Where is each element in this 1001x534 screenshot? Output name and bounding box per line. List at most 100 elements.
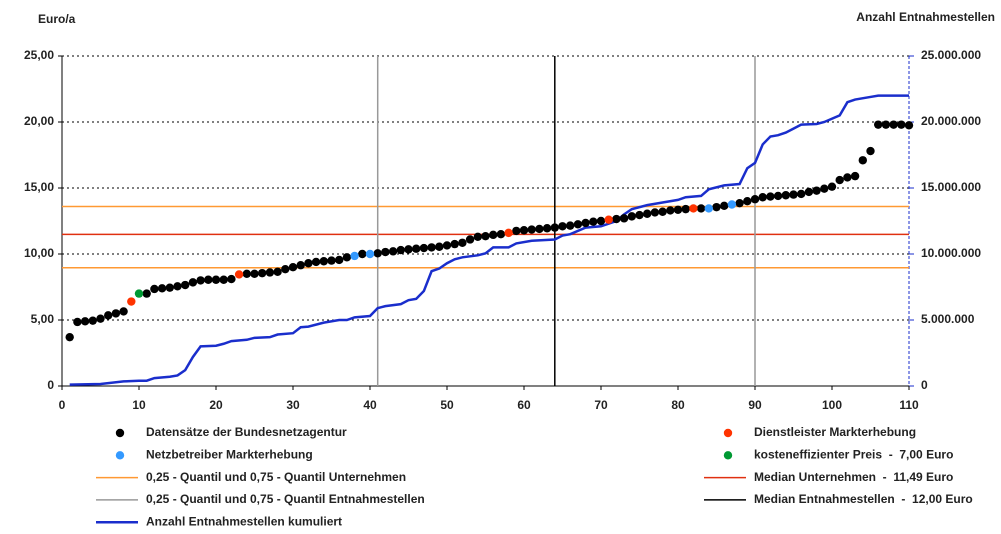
legend-label: Anzahl Entnahmestellen kumuliert [146,514,342,528]
point [288,263,298,272]
y-tick-label: 0 [47,378,54,392]
y2-tick-label: 5.000.000 [921,312,975,326]
point [204,275,213,284]
point [465,235,475,244]
x-tick-label: 50 [440,398,454,412]
point [265,268,275,277]
point [242,269,251,278]
point [419,243,429,253]
y-axis-title: Euro/a [38,12,76,26]
point [827,182,837,191]
legend-label: Dienstleister Markterhebung [754,425,916,439]
point [150,284,159,294]
point [127,297,136,306]
point [566,221,575,230]
legend-label: Median Unternehmen - 11,49 Euro [754,470,953,484]
point [350,251,359,261]
x-tick-label: 20 [209,398,223,412]
legend-marker [723,451,733,460]
point [750,195,760,204]
point [619,214,629,223]
legend-label: Median Entnahmestellen - 12,00 Euro [754,492,973,506]
point [65,332,74,342]
point [296,261,305,270]
point [843,173,852,182]
x-tick-label: 100 [822,398,842,412]
point [673,205,683,214]
point [735,198,744,208]
x-tick-label: 10 [132,398,146,412]
point [542,224,552,233]
point [404,245,413,254]
point [111,309,121,318]
point [743,197,752,206]
legend-marker [115,428,125,438]
point [550,223,559,232]
legend-label: 0,25 - Quantil und 0,75 - Quantil Untern… [146,470,406,484]
y2-tick-label: 20.000.000 [921,114,981,128]
point [435,242,444,251]
point [173,282,182,291]
point [666,206,675,215]
legend-marker [115,451,125,460]
y2-tick-label: 10.000.000 [921,246,981,260]
point [704,204,713,213]
point [196,276,205,285]
point [412,244,421,253]
point [258,268,267,278]
y-tick-label: 25,00 [24,48,54,62]
point [96,314,105,323]
point [489,230,498,240]
point [73,317,82,327]
point [881,120,891,129]
legend-label: Datensätze der Bundesnetzagentur [146,425,347,439]
point [889,120,898,129]
point [335,255,344,265]
point [281,264,290,274]
point [219,275,228,284]
point [681,204,690,214]
y2-tick-label: 25.000.000 [921,48,981,62]
point [650,208,660,217]
point [804,187,814,197]
point [820,184,829,193]
point [643,209,652,218]
point [581,218,590,228]
point [88,316,98,325]
point [897,120,906,129]
point [119,307,128,316]
point [604,215,613,224]
point [689,204,698,213]
point [512,226,521,236]
point [442,241,452,250]
x-tick-label: 60 [517,398,531,412]
y-tick-label: 20,00 [24,114,54,128]
x-tick-label: 30 [286,398,300,412]
point [789,190,798,199]
point [473,232,482,242]
x-tick-label: 110 [899,398,919,412]
x-tick-label: 80 [671,398,685,412]
y-tick-label: 5,00 [31,312,55,326]
point [234,270,244,279]
point [874,120,883,129]
x-tick-label: 70 [594,398,608,412]
point [812,186,821,195]
legend-label: kosteneffizienter Preis - 7,00 Euro [754,447,953,461]
x-tick-label: 90 [748,398,762,412]
point [373,249,382,258]
point [858,156,867,165]
legend-marker [723,428,733,438]
point [273,267,282,277]
point [450,239,459,249]
point [157,284,167,293]
point [904,121,914,130]
point [527,225,536,234]
legend-label: 0,25 - Quantil und 0,75 - Quantil Entnah… [146,492,425,506]
point [558,222,567,231]
point [327,256,336,265]
point [227,274,236,284]
point [304,259,313,268]
point [781,191,790,200]
